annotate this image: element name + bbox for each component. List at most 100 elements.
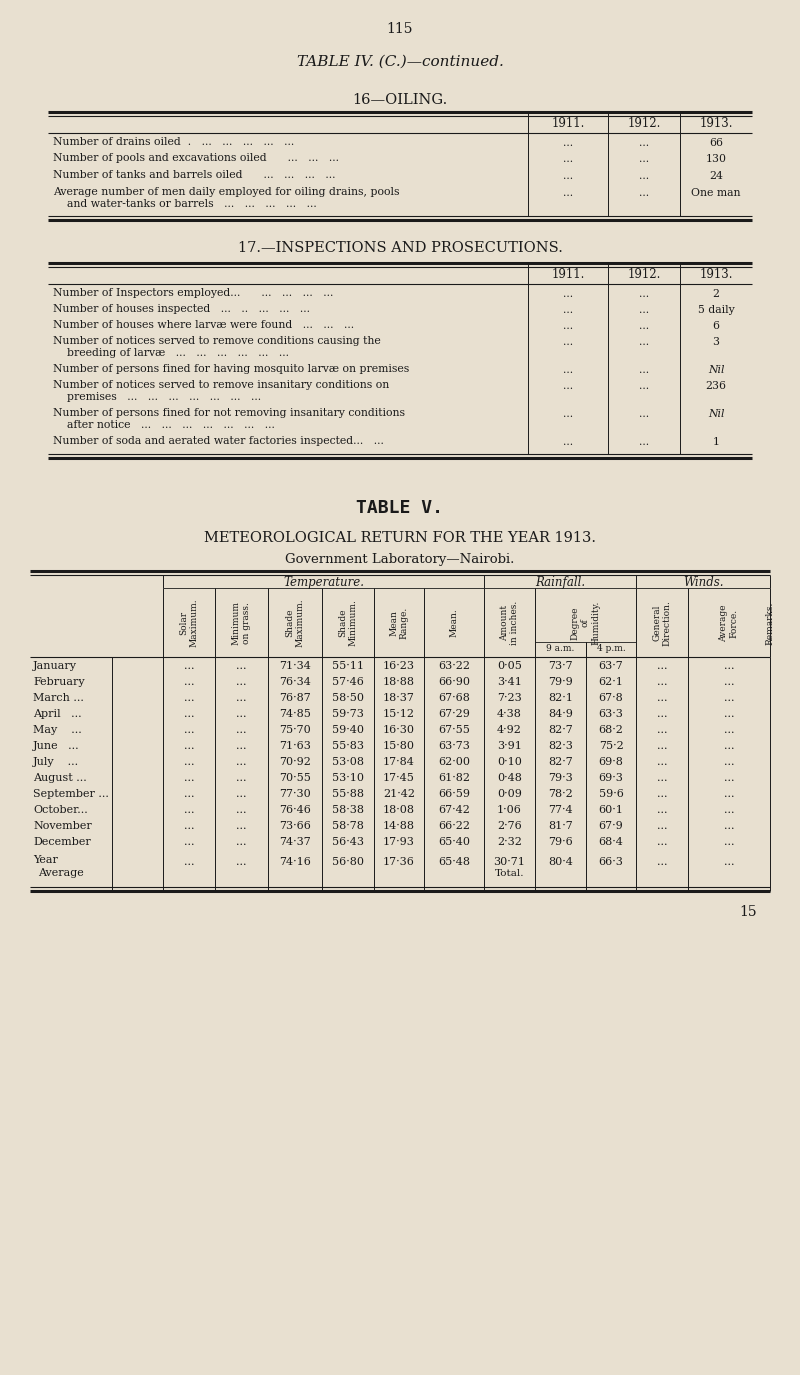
Text: 15·12: 15·12 <box>383 710 415 719</box>
Text: 1913.: 1913. <box>699 117 733 131</box>
Text: 84·9: 84·9 <box>548 710 573 719</box>
Text: Number of persons fined for having mosquito larvæ on premises: Number of persons fined for having mosqu… <box>53 364 410 374</box>
Text: 56·80: 56·80 <box>332 857 364 868</box>
Text: 73·7: 73·7 <box>548 661 573 671</box>
Text: Total.: Total. <box>494 869 524 879</box>
Text: 77·30: 77·30 <box>279 789 311 799</box>
Text: ...: ... <box>563 305 573 315</box>
Text: ...: ... <box>724 710 734 719</box>
Text: 53·10: 53·10 <box>332 773 364 782</box>
Text: 55·83: 55·83 <box>332 741 364 751</box>
Text: ...: ... <box>236 741 246 751</box>
Text: 66·59: 66·59 <box>438 789 470 799</box>
Text: 67·29: 67·29 <box>438 710 470 719</box>
Text: ...: ... <box>639 188 649 198</box>
Text: ...: ... <box>184 693 194 703</box>
Text: 79·9: 79·9 <box>548 676 573 688</box>
Text: 71·34: 71·34 <box>279 661 311 671</box>
Text: 3: 3 <box>713 337 719 346</box>
Text: ...: ... <box>184 773 194 782</box>
Text: ...: ... <box>184 837 194 847</box>
Text: 82·1: 82·1 <box>548 693 573 703</box>
Text: 63·22: 63·22 <box>438 661 470 671</box>
Text: ...: ... <box>657 857 667 868</box>
Text: 236: 236 <box>706 381 726 390</box>
Text: 2·32: 2·32 <box>497 837 522 847</box>
Text: 77·4: 77·4 <box>548 804 573 815</box>
Text: 115: 115 <box>386 22 414 36</box>
Text: ...: ... <box>657 758 667 767</box>
Text: 1911.: 1911. <box>551 117 585 131</box>
Text: Shade
Minimum.: Shade Minimum. <box>338 600 358 646</box>
Text: 6: 6 <box>713 320 719 331</box>
Text: January: January <box>33 661 77 671</box>
Text: ...: ... <box>724 676 734 688</box>
Text: ...: ... <box>184 821 194 830</box>
Text: 66·3: 66·3 <box>598 857 623 868</box>
Text: 4·38: 4·38 <box>497 710 522 719</box>
Text: ...: ... <box>563 320 573 331</box>
Text: ...: ... <box>639 154 649 164</box>
Text: ...: ... <box>657 710 667 719</box>
Text: ...: ... <box>639 408 649 419</box>
Text: 2: 2 <box>713 289 719 298</box>
Text: Average number of men daily employed for oiling drains, pools: Average number of men daily employed for… <box>53 187 399 197</box>
Text: 66·22: 66·22 <box>438 821 470 830</box>
Text: September ...: September ... <box>33 789 109 799</box>
Text: Temperature.: Temperature. <box>283 576 364 588</box>
Text: after notice   ...   ...   ...   ...   ...   ...   ...: after notice ... ... ... ... ... ... ... <box>53 419 275 430</box>
Text: May    ...: May ... <box>33 725 82 736</box>
Text: ...: ... <box>657 693 667 703</box>
Text: 61·82: 61·82 <box>438 773 470 782</box>
Text: ...: ... <box>639 289 649 298</box>
Text: 17·84: 17·84 <box>383 758 415 767</box>
Text: ...: ... <box>724 725 734 736</box>
Text: April   ...: April ... <box>33 710 82 719</box>
Text: 60·1: 60·1 <box>598 804 623 815</box>
Text: ...: ... <box>639 381 649 390</box>
Text: ...: ... <box>639 437 649 447</box>
Text: 76·34: 76·34 <box>279 676 311 688</box>
Text: ...: ... <box>724 741 734 751</box>
Text: 73·66: 73·66 <box>279 821 311 830</box>
Text: 76·87: 76·87 <box>279 693 311 703</box>
Text: Number of houses where larvæ were found   ...   ...   ...: Number of houses where larvæ were found … <box>53 320 354 330</box>
Text: Nil: Nil <box>708 408 724 419</box>
Text: 1911.: 1911. <box>551 268 585 280</box>
Text: 1913.: 1913. <box>699 268 733 280</box>
Text: ...: ... <box>236 773 246 782</box>
Text: 0·09: 0·09 <box>497 789 522 799</box>
Text: Number of persons fined for not removing insanitary conditions: Number of persons fined for not removing… <box>53 408 405 418</box>
Text: 67·8: 67·8 <box>598 693 623 703</box>
Text: 80·4: 80·4 <box>548 857 573 868</box>
Text: 14·88: 14·88 <box>383 821 415 830</box>
Text: Government Laboratory—Nairobi.: Government Laboratory—Nairobi. <box>286 553 514 566</box>
Text: ...: ... <box>724 789 734 799</box>
Text: Shade
Maximum.: Shade Maximum. <box>286 598 305 648</box>
Text: ...: ... <box>184 725 194 736</box>
Text: 74·16: 74·16 <box>279 857 311 868</box>
Text: 16·30: 16·30 <box>383 725 415 736</box>
Text: 0·48: 0·48 <box>497 773 522 782</box>
Text: 63·73: 63·73 <box>438 741 470 751</box>
Text: Nil: Nil <box>708 364 724 375</box>
Text: ...: ... <box>639 138 649 148</box>
Text: ...: ... <box>657 676 667 688</box>
Text: Remarks.: Remarks. <box>766 601 774 645</box>
Text: 67·55: 67·55 <box>438 725 470 736</box>
Text: 59·40: 59·40 <box>332 725 364 736</box>
Text: ...: ... <box>724 661 734 671</box>
Text: 71·63: 71·63 <box>279 741 311 751</box>
Text: 55·11: 55·11 <box>332 661 364 671</box>
Text: ...: ... <box>657 821 667 830</box>
Text: ...: ... <box>724 693 734 703</box>
Text: 3·91: 3·91 <box>497 741 522 751</box>
Text: June   ...: June ... <box>33 741 80 751</box>
Text: ...: ... <box>639 305 649 315</box>
Text: Mean.: Mean. <box>450 609 458 638</box>
Text: Number of notices served to remove conditions causing the: Number of notices served to remove condi… <box>53 336 381 346</box>
Text: Number of Inspectors employed...      ...   ...   ...   ...: Number of Inspectors employed... ... ...… <box>53 287 334 298</box>
Text: ...: ... <box>184 741 194 751</box>
Text: ...: ... <box>563 408 573 419</box>
Text: 1·06: 1·06 <box>497 804 522 815</box>
